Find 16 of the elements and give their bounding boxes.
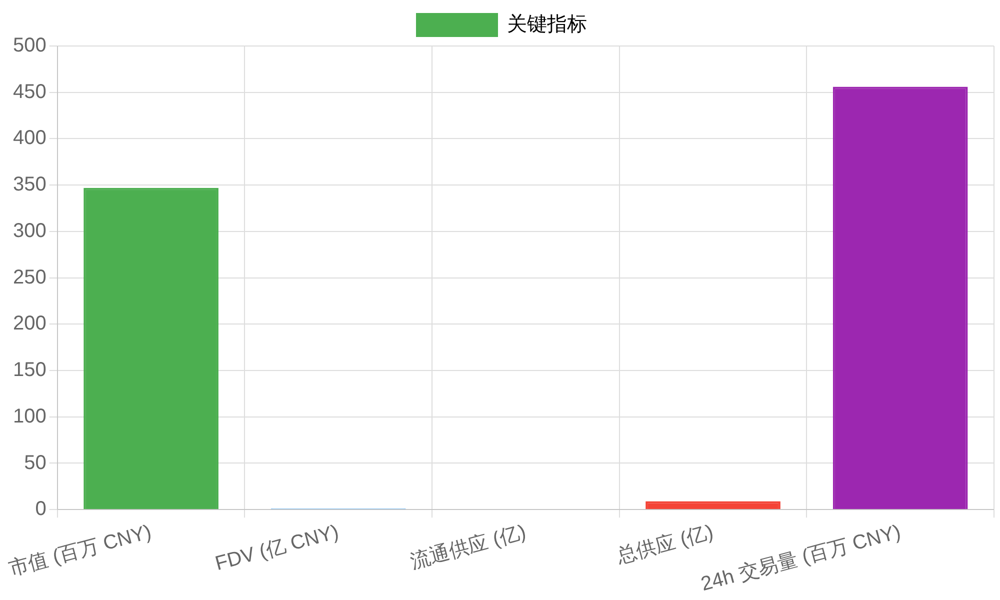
y-tick-label: 100 <box>12 405 46 428</box>
y-tick-label: 250 <box>12 266 46 288</box>
y-tick-label: 350 <box>12 174 46 196</box>
x-tick-label: 市值 (百万 CNY) <box>6 521 154 580</box>
y-tick-label: 150 <box>12 359 46 382</box>
legend-label: 关键指标 <box>507 14 587 36</box>
y-tick-label: 50 <box>24 452 46 474</box>
x-tick-label: 总供应 (亿) <box>614 521 716 568</box>
y-tick-label: 400 <box>12 127 46 150</box>
y-tick-label: 0 <box>35 498 46 520</box>
y-tick-label: 500 <box>12 34 46 57</box>
y-tick-label: 200 <box>12 312 46 335</box>
x-tick-label: 流通供应 (亿) <box>408 521 528 574</box>
y-tick-label: 300 <box>12 220 46 242</box>
x-tick-label: FDV (亿 CNY) <box>213 521 342 576</box>
y-tick-label: 450 <box>12 80 46 103</box>
